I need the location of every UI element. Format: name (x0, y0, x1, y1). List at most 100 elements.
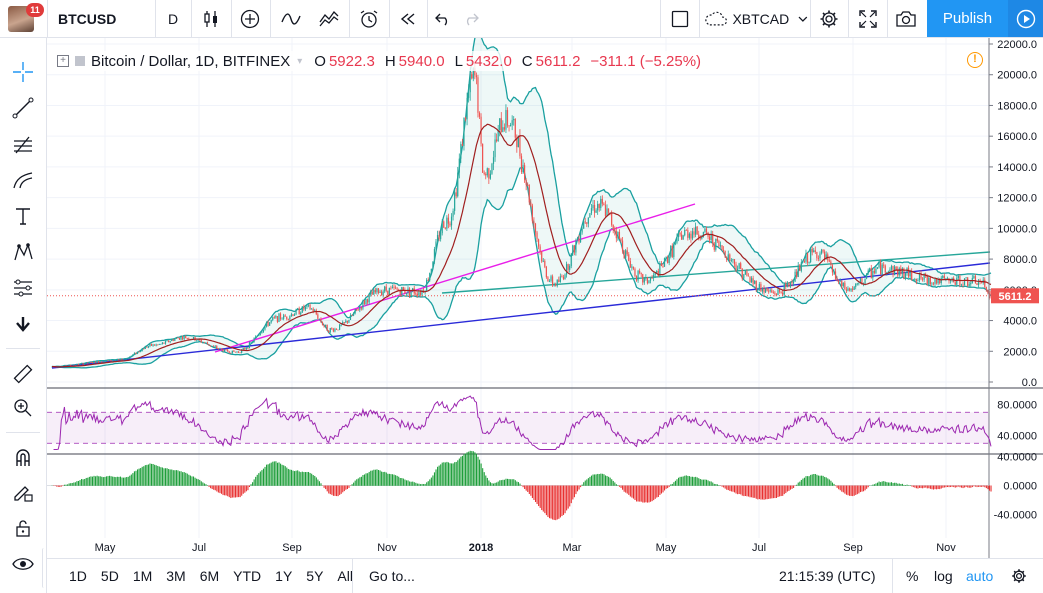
price-tick-label: 0.0 (1022, 377, 1037, 389)
lock-drawings-tool[interactable] (6, 512, 40, 544)
replay-button[interactable] (391, 0, 425, 38)
crosshair-tool[interactable] (6, 56, 40, 88)
symbol-search-button[interactable]: BTCUSD (58, 0, 148, 38)
redo-button[interactable] (457, 0, 485, 38)
indicators-button[interactable] (273, 0, 309, 38)
price-axis[interactable]: 22000.0 20000.0 18000.0 16000.0 14000.0 12000… (989, 39, 1037, 389)
percent-toggle[interactable]: % (906, 559, 918, 593)
compare-symbol-dropdown[interactable]: XBTCAD (704, 0, 808, 38)
trend-line-tool[interactable] (6, 92, 40, 124)
play-circle-icon (1016, 9, 1035, 28)
snapshot-button[interactable] (889, 0, 923, 38)
osc-bar (595, 474, 597, 486)
compare-button[interactable] (233, 0, 267, 38)
legend-collapse-icon[interactable]: + (57, 55, 69, 67)
osc-bar (744, 485, 746, 496)
undo-button[interactable] (429, 0, 457, 38)
range-1d-button[interactable]: 1D (69, 568, 87, 584)
time-axis[interactable]: May Jul Sep Nov 2018 Mar May Jul Sep Nov (95, 542, 957, 554)
candle (118, 358, 120, 361)
candle (203, 341, 205, 344)
oscillator-axis[interactable]: 40.0000 0.0000 -40.0000 (994, 451, 1037, 521)
zoom-tool[interactable] (6, 392, 40, 424)
range-5y-button[interactable]: 5Y (306, 568, 324, 584)
text-tool[interactable] (6, 200, 40, 232)
fib-tool[interactable] (6, 128, 40, 160)
candles-style-button[interactable] (194, 0, 228, 38)
rsi-tick-label: 40.0000 (997, 431, 1037, 443)
range-all-button[interactable]: All (337, 568, 353, 584)
candle (513, 116, 515, 126)
range-6m-button[interactable]: 6M (199, 568, 220, 584)
chart-area[interactable]: 22000.0 20000.0 18000.0 16000.0 14000.0 12000… (47, 29, 1043, 558)
legend-symbol-icon (75, 56, 85, 66)
interval-button[interactable]: D (158, 0, 188, 38)
ruler-tool[interactable] (6, 358, 40, 390)
templates-button[interactable] (312, 0, 346, 38)
legend-dropdown-icon[interactable]: ▾ (297, 55, 303, 67)
osc-bar (183, 472, 185, 486)
candle (777, 287, 779, 296)
range-1m-button[interactable]: 1M (132, 568, 153, 584)
osc-bar (109, 475, 111, 486)
osc-bar (757, 485, 759, 500)
osc-bar (224, 485, 226, 496)
scroll-handle[interactable] (42, 548, 47, 588)
prediction-tool[interactable] (6, 272, 40, 304)
magnet-tool[interactable] (6, 442, 40, 474)
layout-button[interactable] (663, 0, 697, 38)
publish-button[interactable]: Publish (927, 0, 1008, 37)
candle (214, 345, 216, 347)
osc-bar (873, 484, 875, 486)
range-ytd-button[interactable]: YTD (233, 568, 262, 584)
candle (510, 122, 512, 127)
publish-menu-button[interactable] (1008, 0, 1043, 37)
candle (222, 348, 224, 352)
hide-drawings-tool[interactable] (6, 548, 40, 580)
osc-bar (729, 485, 731, 491)
range-5d-button[interactable]: 5D (100, 568, 119, 584)
osc-bar (662, 485, 664, 493)
pattern-tool[interactable] (6, 236, 40, 268)
fullscreen-button[interactable] (851, 0, 885, 38)
trend-line-blue[interactable] (51, 262, 991, 369)
utc-clock[interactable]: 21:15:39 (UTC) (779, 559, 875, 593)
log-toggle[interactable]: log (934, 559, 953, 593)
settings-button[interactable] (812, 0, 846, 38)
candle (376, 287, 378, 295)
chart-canvas[interactable]: 22000.0 20000.0 18000.0 16000.0 14000.0 12000… (47, 29, 1043, 558)
candle (158, 343, 160, 345)
osc-bar (780, 485, 782, 497)
candle (746, 269, 748, 277)
collapse-tools-button[interactable] (6, 308, 40, 340)
trend-line-teal[interactable] (441, 251, 991, 294)
osc-bar (381, 471, 383, 486)
goto-button[interactable]: Go to... (369, 559, 415, 593)
osc-bar (737, 485, 739, 495)
osc-bar (849, 485, 851, 496)
drawing-toolbar (0, 38, 47, 593)
range-1y-button[interactable]: 1Y (275, 568, 293, 584)
osc-bar (160, 467, 162, 486)
range-3m-button[interactable]: 3M (166, 568, 186, 584)
brush-tool[interactable] (6, 164, 40, 196)
osc-bar (264, 466, 266, 486)
osc-bar (699, 479, 701, 486)
osc-bar (852, 485, 854, 497)
candle (911, 268, 913, 281)
osc-bar (312, 475, 314, 486)
warning-icon[interactable]: ! (967, 52, 983, 68)
osc-bar (960, 485, 963, 488)
osc-bar (842, 485, 844, 493)
auto-toggle[interactable]: auto (966, 559, 993, 593)
candle (881, 262, 883, 276)
osc-bar (367, 473, 369, 486)
alert-button[interactable] (352, 0, 386, 38)
candle (662, 263, 664, 268)
osc-bar (946, 485, 949, 488)
chart-settings-button[interactable] (1011, 559, 1027, 593)
rsi-axis[interactable]: 80.0000 40.0000 (997, 400, 1037, 443)
candle (681, 230, 683, 240)
stay-in-drawing-tool[interactable] (6, 476, 40, 508)
legend-title[interactable]: Bitcoin / Dollar, 1D, BITFINEX (91, 52, 291, 70)
